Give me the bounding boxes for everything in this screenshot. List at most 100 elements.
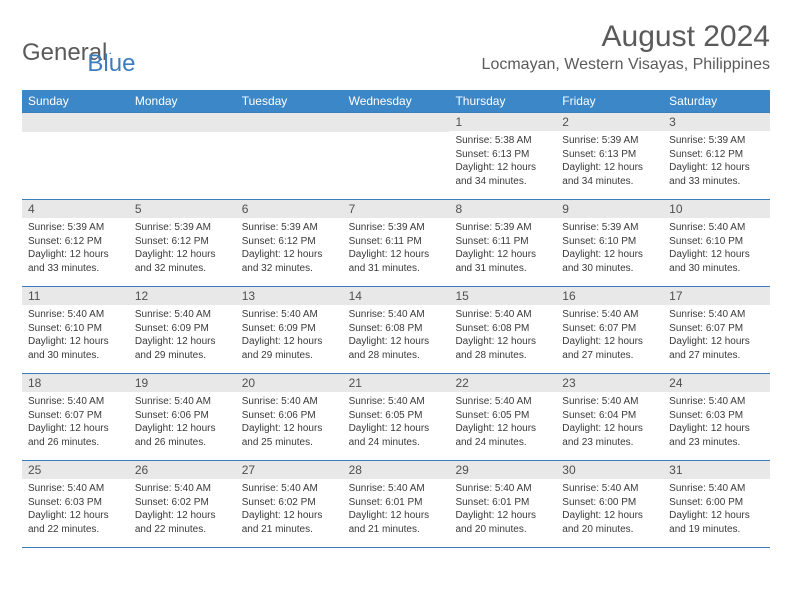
day-number: 18 <box>22 374 129 392</box>
sunrise-text: Sunrise: 5:40 AM <box>135 395 230 409</box>
day-number <box>236 113 343 132</box>
page-header: General Blue August 2024 Locmayan, Weste… <box>22 20 770 78</box>
sunrise-text: Sunrise: 5:38 AM <box>455 134 550 148</box>
day-info: Sunrise: 5:39 AMSunset: 6:13 PMDaylight:… <box>556 131 663 194</box>
sunset-text: Sunset: 6:00 PM <box>562 496 657 510</box>
daylight-text: Daylight: 12 hours and 34 minutes. <box>562 161 657 188</box>
day-info <box>22 132 129 192</box>
sunrise-text: Sunrise: 5:40 AM <box>562 395 657 409</box>
day-info: Sunrise: 5:40 AMSunset: 6:02 PMDaylight:… <box>129 479 236 542</box>
daylight-text: Daylight: 12 hours and 27 minutes. <box>562 335 657 362</box>
daylight-text: Daylight: 12 hours and 22 minutes. <box>28 509 123 536</box>
day-info: Sunrise: 5:40 AMSunset: 6:03 PMDaylight:… <box>22 479 129 542</box>
day-info: Sunrise: 5:40 AMSunset: 6:07 PMDaylight:… <box>663 305 770 368</box>
sunrise-text: Sunrise: 5:39 AM <box>135 221 230 235</box>
day-number: 6 <box>236 200 343 218</box>
day-number: 13 <box>236 287 343 305</box>
daylight-text: Daylight: 12 hours and 24 minutes. <box>349 422 444 449</box>
day-info: Sunrise: 5:40 AMSunset: 6:10 PMDaylight:… <box>22 305 129 368</box>
sunset-text: Sunset: 6:12 PM <box>669 148 764 162</box>
weekday-header-cell: Thursday <box>449 90 556 112</box>
day-info: Sunrise: 5:40 AMSunset: 6:01 PMDaylight:… <box>343 479 450 542</box>
day-info: Sunrise: 5:40 AMSunset: 6:05 PMDaylight:… <box>449 392 556 455</box>
day-number: 1 <box>449 113 556 131</box>
calendar-day-cell: 30Sunrise: 5:40 AMSunset: 6:00 PMDayligh… <box>556 461 663 547</box>
day-info: Sunrise: 5:40 AMSunset: 6:04 PMDaylight:… <box>556 392 663 455</box>
sunrise-text: Sunrise: 5:40 AM <box>242 395 337 409</box>
day-info: Sunrise: 5:39 AMSunset: 6:11 PMDaylight:… <box>449 218 556 281</box>
sunrise-text: Sunrise: 5:39 AM <box>242 221 337 235</box>
calendar-day-cell: 4Sunrise: 5:39 AMSunset: 6:12 PMDaylight… <box>22 200 129 286</box>
day-number: 12 <box>129 287 236 305</box>
sunrise-text: Sunrise: 5:39 AM <box>562 134 657 148</box>
sunrise-text: Sunrise: 5:40 AM <box>349 482 444 496</box>
sunset-text: Sunset: 6:05 PM <box>455 409 550 423</box>
day-number: 3 <box>663 113 770 131</box>
day-info: Sunrise: 5:40 AMSunset: 6:09 PMDaylight:… <box>236 305 343 368</box>
sunset-text: Sunset: 6:13 PM <box>562 148 657 162</box>
sunrise-text: Sunrise: 5:40 AM <box>349 308 444 322</box>
sunset-text: Sunset: 6:13 PM <box>455 148 550 162</box>
sunrise-text: Sunrise: 5:40 AM <box>135 308 230 322</box>
sunset-text: Sunset: 6:03 PM <box>669 409 764 423</box>
day-info: Sunrise: 5:40 AMSunset: 6:07 PMDaylight:… <box>22 392 129 455</box>
sunrise-text: Sunrise: 5:40 AM <box>669 482 764 496</box>
calendar-day-cell: 15Sunrise: 5:40 AMSunset: 6:08 PMDayligh… <box>449 287 556 373</box>
day-info <box>343 132 450 192</box>
calendar-day-cell: 16Sunrise: 5:40 AMSunset: 6:07 PMDayligh… <box>556 287 663 373</box>
sunset-text: Sunset: 6:07 PM <box>562 322 657 336</box>
calendar-day-cell: 21Sunrise: 5:40 AMSunset: 6:05 PMDayligh… <box>343 374 450 460</box>
day-number: 19 <box>129 374 236 392</box>
day-info: Sunrise: 5:39 AMSunset: 6:11 PMDaylight:… <box>343 218 450 281</box>
calendar-day-cell: 9Sunrise: 5:39 AMSunset: 6:10 PMDaylight… <box>556 200 663 286</box>
day-info: Sunrise: 5:40 AMSunset: 6:00 PMDaylight:… <box>663 479 770 542</box>
calendar-day-cell: 11Sunrise: 5:40 AMSunset: 6:10 PMDayligh… <box>22 287 129 373</box>
day-info: Sunrise: 5:40 AMSunset: 6:06 PMDaylight:… <box>236 392 343 455</box>
daylight-text: Daylight: 12 hours and 26 minutes. <box>28 422 123 449</box>
daylight-text: Daylight: 12 hours and 19 minutes. <box>669 509 764 536</box>
daylight-text: Daylight: 12 hours and 26 minutes. <box>135 422 230 449</box>
calendar-week-row: 4Sunrise: 5:39 AMSunset: 6:12 PMDaylight… <box>22 200 770 287</box>
sunset-text: Sunset: 6:04 PM <box>562 409 657 423</box>
day-number <box>129 113 236 132</box>
day-info: Sunrise: 5:40 AMSunset: 6:00 PMDaylight:… <box>556 479 663 542</box>
day-number: 25 <box>22 461 129 479</box>
calendar-week-row: 11Sunrise: 5:40 AMSunset: 6:10 PMDayligh… <box>22 287 770 374</box>
day-info: Sunrise: 5:40 AMSunset: 6:05 PMDaylight:… <box>343 392 450 455</box>
calendar-empty-cell <box>236 113 343 199</box>
calendar-day-cell: 23Sunrise: 5:40 AMSunset: 6:04 PMDayligh… <box>556 374 663 460</box>
day-info: Sunrise: 5:40 AMSunset: 6:08 PMDaylight:… <box>449 305 556 368</box>
daylight-text: Daylight: 12 hours and 29 minutes. <box>135 335 230 362</box>
daylight-text: Daylight: 12 hours and 30 minutes. <box>562 248 657 275</box>
calendar-day-cell: 13Sunrise: 5:40 AMSunset: 6:09 PMDayligh… <box>236 287 343 373</box>
day-number: 8 <box>449 200 556 218</box>
daylight-text: Daylight: 12 hours and 29 minutes. <box>242 335 337 362</box>
calendar-day-cell: 27Sunrise: 5:40 AMSunset: 6:02 PMDayligh… <box>236 461 343 547</box>
weekday-header-cell: Sunday <box>22 90 129 112</box>
day-info: Sunrise: 5:39 AMSunset: 6:12 PMDaylight:… <box>22 218 129 281</box>
daylight-text: Daylight: 12 hours and 25 minutes. <box>242 422 337 449</box>
day-number: 10 <box>663 200 770 218</box>
calendar-day-cell: 31Sunrise: 5:40 AMSunset: 6:00 PMDayligh… <box>663 461 770 547</box>
sunrise-text: Sunrise: 5:39 AM <box>28 221 123 235</box>
day-number <box>343 113 450 132</box>
calendar-empty-cell <box>129 113 236 199</box>
daylight-text: Daylight: 12 hours and 20 minutes. <box>455 509 550 536</box>
day-number <box>22 113 129 132</box>
calendar-day-cell: 5Sunrise: 5:39 AMSunset: 6:12 PMDaylight… <box>129 200 236 286</box>
daylight-text: Daylight: 12 hours and 31 minutes. <box>455 248 550 275</box>
sunset-text: Sunset: 6:12 PM <box>28 235 123 249</box>
day-info: Sunrise: 5:40 AMSunset: 6:06 PMDaylight:… <box>129 392 236 455</box>
day-number: 5 <box>129 200 236 218</box>
sunrise-text: Sunrise: 5:39 AM <box>349 221 444 235</box>
logo: General Blue <box>22 20 135 78</box>
calendar-day-cell: 17Sunrise: 5:40 AMSunset: 6:07 PMDayligh… <box>663 287 770 373</box>
sunrise-text: Sunrise: 5:40 AM <box>242 308 337 322</box>
logo-blue: Blue <box>87 50 135 78</box>
sunset-text: Sunset: 6:06 PM <box>135 409 230 423</box>
sunrise-text: Sunrise: 5:40 AM <box>28 308 123 322</box>
sunrise-text: Sunrise: 5:40 AM <box>455 482 550 496</box>
daylight-text: Daylight: 12 hours and 32 minutes. <box>242 248 337 275</box>
day-number: 7 <box>343 200 450 218</box>
sunrise-text: Sunrise: 5:39 AM <box>562 221 657 235</box>
